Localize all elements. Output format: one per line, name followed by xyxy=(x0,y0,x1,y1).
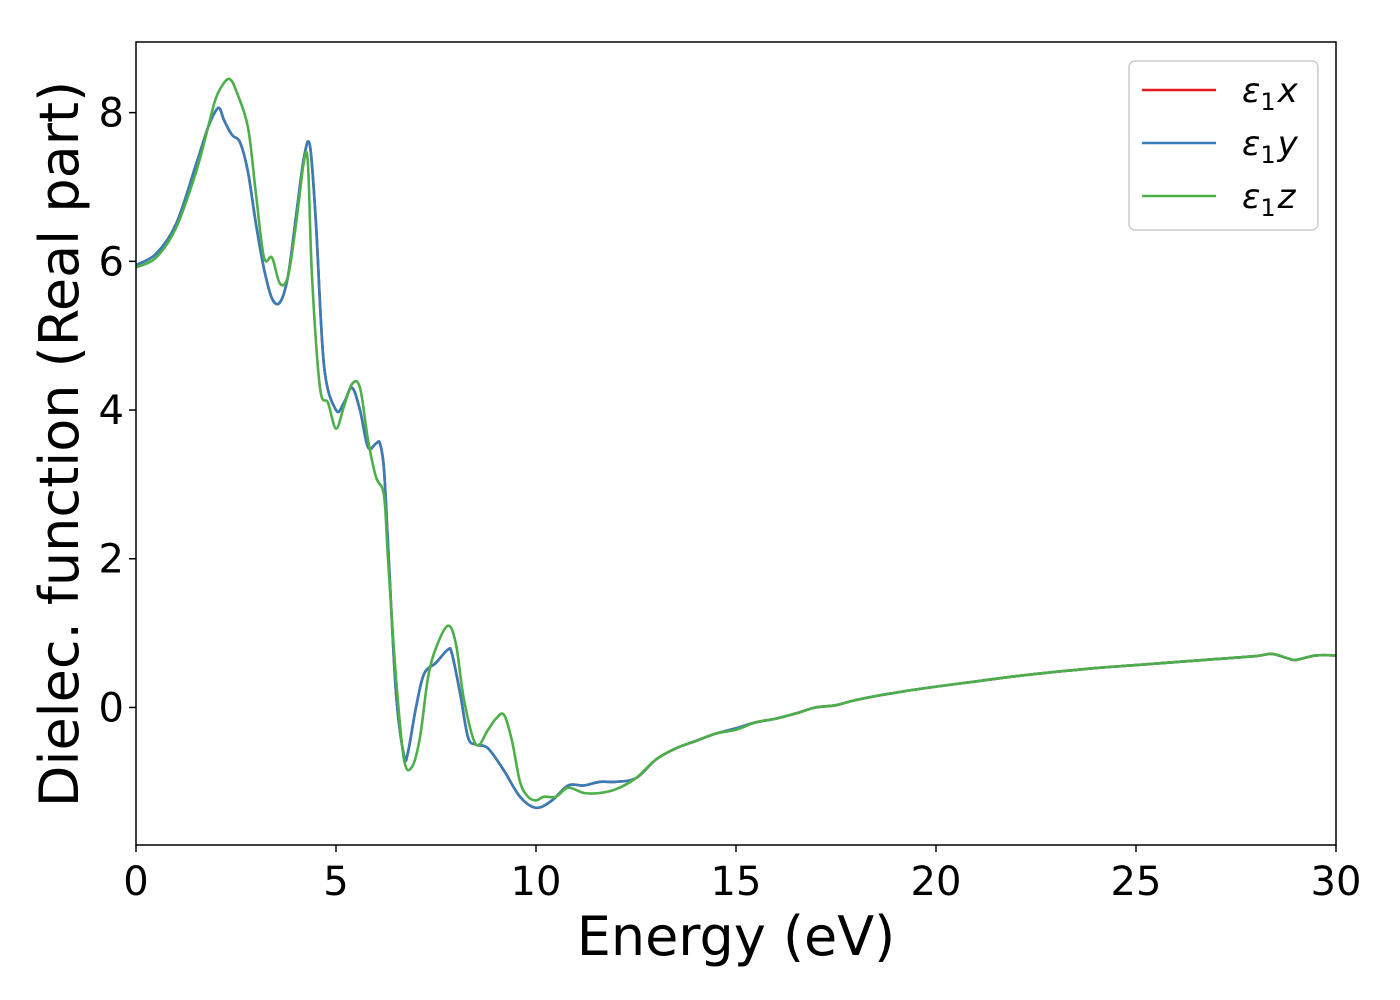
legend-entries: ε1x ε1y ε1z xyxy=(1142,71,1299,222)
legend-box xyxy=(1128,60,1319,231)
x-axis-label: Energy (eV) xyxy=(577,905,896,968)
y-tick-label: 4 xyxy=(99,388,124,434)
legend-label-y: ε1y xyxy=(1242,124,1299,169)
y-axis-label: Dielec. function (Real part) xyxy=(28,81,91,807)
y-tick-label: 8 xyxy=(99,91,124,137)
legend-label-x: ε1x xyxy=(1242,71,1299,116)
x-axis-ticks: 0 5 10 15 20 25 30 xyxy=(123,845,1361,905)
x-tick-label: 25 xyxy=(1111,859,1162,905)
x-tick-label: 30 xyxy=(1311,859,1362,905)
y-tick-label: 2 xyxy=(99,537,124,583)
legend-label-z: ε1z xyxy=(1242,177,1297,222)
series-line-z xyxy=(135,77,1337,802)
y-tick-label: 0 xyxy=(99,685,124,731)
y-axis-ticks: 0 2 4 6 8 xyxy=(99,91,136,731)
x-tick-label: 20 xyxy=(911,859,962,905)
plot-series xyxy=(135,77,1337,810)
x-tick-label: 15 xyxy=(711,859,762,905)
y-tick-label: 6 xyxy=(99,239,124,285)
x-tick-label: 10 xyxy=(511,859,562,905)
x-tick-label: 5 xyxy=(323,859,348,905)
x-tick-label: 0 xyxy=(123,859,148,905)
legend: ε1x ε1y ε1z xyxy=(1128,60,1319,231)
